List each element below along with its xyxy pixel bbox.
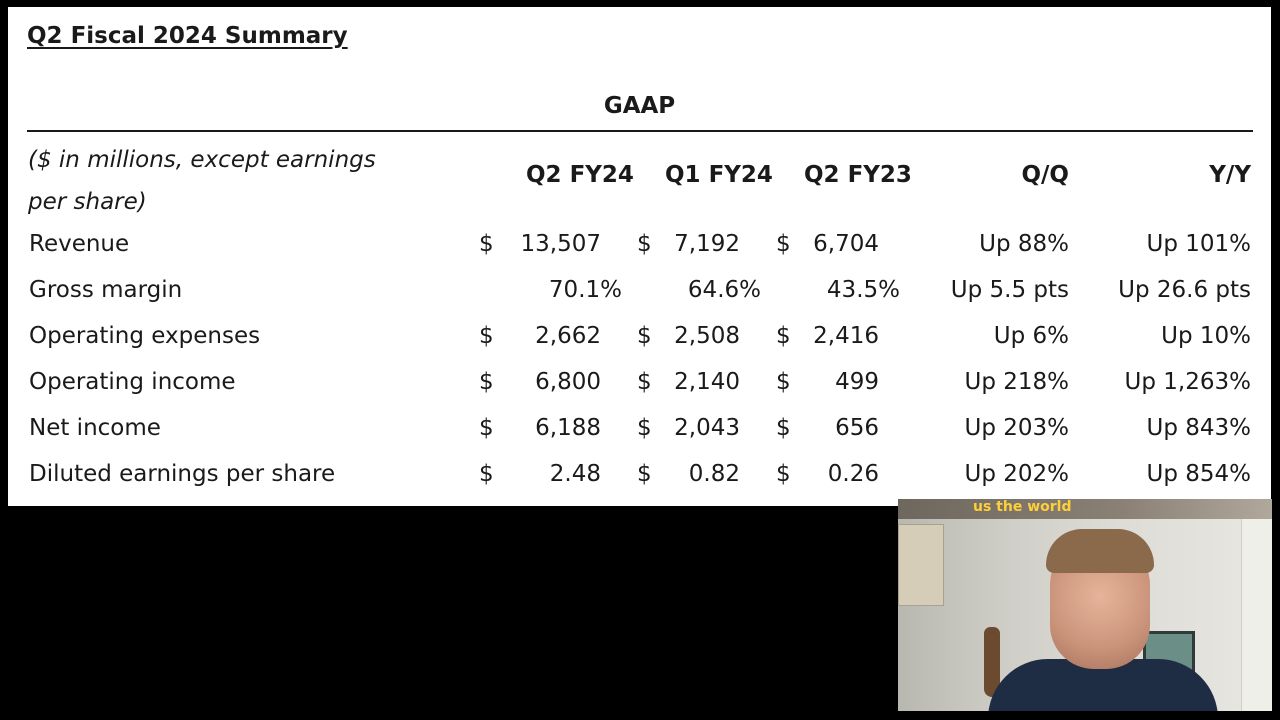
column-header-q1fy24: Q1 FY24 (665, 162, 773, 188)
column-header-q2fy24: Q2 FY24 (526, 162, 634, 188)
column-header-q2fy23: Q2 FY23 (804, 162, 912, 188)
cell-qq: Up 88% (979, 231, 1069, 257)
section-heading-gaap: GAAP (603, 93, 676, 119)
row-label: Gross margin (29, 277, 183, 303)
row-label: Operating expenses (29, 323, 261, 349)
currency-symbol: $ (776, 323, 791, 349)
cell-yy: Up 101% (1146, 231, 1252, 257)
cell-q1fy24: 0.82 (688, 461, 740, 487)
currency-symbol: $ (776, 415, 791, 441)
cell-yy: Up 1,263% (1124, 369, 1251, 395)
table-row-operating-expenses: Operating expenses $ 2,662 $ 2,508 $ 2,4… (8, 313, 1271, 359)
cell-q2fy23: 499 (835, 369, 879, 395)
unit-note: ($ in millions, except earnings per shar… (28, 147, 376, 215)
cell-q2fy23: 656 (835, 415, 879, 441)
cell-q1fy24: 7,192 (674, 231, 740, 257)
cell-yy: Up 10% (1161, 323, 1251, 349)
cell-yy: Up 854% (1146, 461, 1252, 487)
currency-symbol: $ (479, 323, 494, 349)
slide: Q2 Fiscal 2024 Summary GAAP ($ in millio… (8, 7, 1271, 506)
row-label: Operating income (29, 369, 236, 395)
cell-qq: Up 202% (964, 461, 1070, 487)
cell-q2fy23: 6,704 (813, 231, 879, 257)
currency-symbol: $ (479, 231, 494, 257)
currency-symbol: $ (776, 461, 791, 487)
header-rule (27, 130, 1253, 132)
cell-qq: Up 6% (993, 323, 1069, 349)
currency-symbol: $ (776, 369, 791, 395)
table-row-gross-margin: Gross margin 70.1% 64.6% 43.5% Up 5.5 pt… (8, 267, 1271, 313)
webcam-banner-text: us the world (973, 499, 1072, 515)
webcam-overlay: us the world (898, 499, 1272, 711)
currency-symbol: $ (479, 415, 494, 441)
currency-symbol: $ (637, 323, 652, 349)
cell-q2fy24: 2.48 (549, 461, 601, 487)
currency-symbol: $ (637, 369, 652, 395)
currency-symbol: $ (776, 231, 791, 257)
row-label: Revenue (29, 231, 130, 257)
guitar-silhouette (984, 627, 1000, 697)
row-label: Net income (29, 415, 161, 441)
cell-q1fy24: 2,043 (674, 415, 740, 441)
cell-qq: Up 218% (964, 369, 1070, 395)
currency-symbol: $ (637, 415, 652, 441)
table-row-diluted-eps: Diluted earnings per share $ 2.48 $ 0.82… (8, 451, 1271, 497)
cell-qq: Up 203% (964, 415, 1070, 441)
webcam-banner (898, 499, 1272, 519)
currency-symbol: $ (479, 461, 494, 487)
cell-q2fy24: 6,188 (535, 415, 601, 441)
currency-symbol: $ (637, 461, 652, 487)
cell-q1fy24: 2,508 (674, 323, 740, 349)
cell-q2fy23: 2,416 (813, 323, 879, 349)
cell-q2fy24: 6,800 (535, 369, 601, 395)
currency-symbol: $ (479, 369, 494, 395)
table-row-revenue: Revenue $ 13,507 $ 7,192 $ 6,704 Up 88% … (8, 221, 1271, 267)
cell-q2fy23: 0.26 (827, 461, 879, 487)
background-door (1241, 519, 1272, 711)
table-row-net-income: Net income $ 6,188 $ 2,043 $ 656 Up 203%… (8, 405, 1271, 451)
cell-q2fy23: 43.5% (826, 277, 900, 303)
presenter-hair (1046, 529, 1154, 573)
table-row-operating-income: Operating income $ 6,800 $ 2,140 $ 499 U… (8, 359, 1271, 405)
cell-yy: Up 843% (1146, 415, 1252, 441)
cell-q1fy24: 2,140 (674, 369, 740, 395)
column-header-yy: Y/Y (1209, 162, 1251, 188)
column-header-qq: Q/Q (1021, 162, 1069, 188)
slide-title: Q2 Fiscal 2024 Summary (27, 23, 348, 49)
currency-symbol: $ (637, 231, 652, 257)
cell-qq: Up 5.5 pts (950, 277, 1069, 303)
cell-q1fy24: 64.6% (687, 277, 761, 303)
wall-poster (898, 524, 944, 606)
cell-q2fy24: 2,662 (535, 323, 601, 349)
cell-q2fy24: 13,507 (520, 231, 601, 257)
row-label: Diluted earnings per share (29, 461, 336, 487)
cell-q2fy24: 70.1% (548, 277, 622, 303)
cell-yy: Up 26.6 pts (1118, 277, 1251, 303)
